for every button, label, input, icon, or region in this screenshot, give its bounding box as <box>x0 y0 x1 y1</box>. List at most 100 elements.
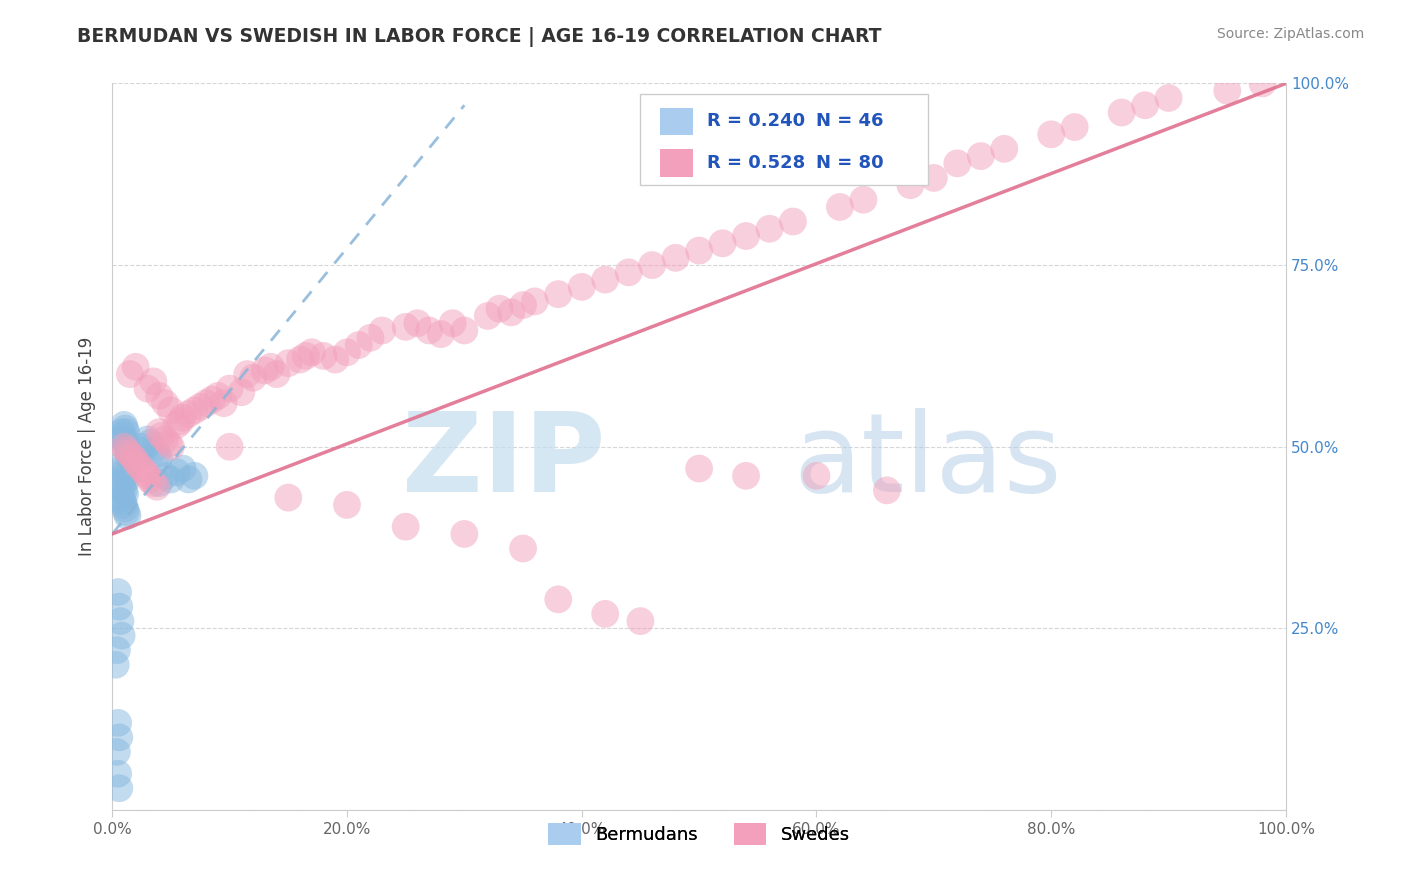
Point <box>323 352 346 367</box>
Point <box>688 461 710 475</box>
Point <box>153 433 176 447</box>
Point <box>231 385 253 400</box>
Point <box>201 392 224 407</box>
Point <box>166 417 188 432</box>
Point <box>336 498 359 512</box>
Point <box>115 440 138 454</box>
Point <box>406 316 429 330</box>
FancyBboxPatch shape <box>640 95 928 186</box>
Point <box>139 472 162 486</box>
Point <box>441 316 464 330</box>
Point <box>828 200 851 214</box>
Point <box>876 483 898 498</box>
Point <box>628 614 651 628</box>
Point <box>430 327 453 342</box>
Point <box>136 468 159 483</box>
Point <box>782 214 804 228</box>
Point <box>418 324 440 338</box>
Point <box>336 345 359 359</box>
Point <box>177 472 200 486</box>
Point <box>593 607 616 621</box>
Point <box>107 585 129 599</box>
Point <box>523 294 546 309</box>
Point <box>852 193 875 207</box>
Point <box>111 458 134 472</box>
Point <box>115 443 138 458</box>
Point <box>117 508 139 523</box>
Point <box>993 142 1015 156</box>
Point <box>477 309 499 323</box>
FancyBboxPatch shape <box>661 108 693 136</box>
Point <box>112 465 135 479</box>
Point <box>898 178 921 193</box>
Point <box>105 745 128 759</box>
Point <box>758 221 780 235</box>
Point <box>153 396 176 410</box>
Point <box>295 349 318 363</box>
Point <box>1133 98 1156 112</box>
Point <box>218 382 240 396</box>
Point <box>641 258 664 272</box>
Point <box>218 440 240 454</box>
Point <box>125 454 148 468</box>
Point <box>122 450 145 465</box>
Point <box>148 425 170 440</box>
Point <box>112 417 135 432</box>
Point <box>136 433 159 447</box>
Point <box>111 429 134 443</box>
Point <box>111 494 134 508</box>
Point <box>160 403 183 417</box>
Point <box>114 421 136 435</box>
Point <box>142 476 165 491</box>
Point <box>288 352 311 367</box>
Point <box>111 461 134 475</box>
Point <box>547 287 569 301</box>
Y-axis label: In Labor Force | Age 16-19: In Labor Force | Age 16-19 <box>79 337 96 557</box>
Point <box>117 443 139 458</box>
Point <box>169 414 191 428</box>
Point <box>108 731 131 745</box>
Text: atlas: atlas <box>793 408 1062 515</box>
Point <box>617 265 640 279</box>
Point <box>114 468 136 483</box>
Point <box>153 468 176 483</box>
Point <box>105 643 128 657</box>
Point <box>312 349 335 363</box>
Point <box>104 657 127 672</box>
Point <box>111 476 134 491</box>
Point <box>111 425 134 440</box>
Point <box>183 403 205 417</box>
Point <box>260 359 283 374</box>
Point <box>112 498 135 512</box>
Point <box>142 375 165 389</box>
Text: Source: ZipAtlas.com: Source: ZipAtlas.com <box>1216 27 1364 41</box>
Point <box>711 236 734 251</box>
Point <box>112 433 135 447</box>
Point <box>453 324 475 338</box>
Point <box>111 491 134 505</box>
Point <box>547 592 569 607</box>
Point <box>188 400 211 414</box>
Point <box>512 298 534 312</box>
Point <box>946 156 969 170</box>
Point <box>111 629 134 643</box>
Point <box>277 356 299 370</box>
Point <box>111 480 134 494</box>
Text: BERMUDAN VS SWEDISH IN LABOR FORCE | AGE 16-19 CORRELATION CHART: BERMUDAN VS SWEDISH IN LABOR FORCE | AGE… <box>77 27 882 46</box>
Point <box>131 461 153 475</box>
Point <box>132 443 155 458</box>
Point <box>688 244 710 258</box>
Point <box>1111 105 1133 120</box>
Point <box>806 468 828 483</box>
Point <box>395 319 418 334</box>
Point <box>108 781 131 796</box>
Point <box>146 447 169 461</box>
Point <box>172 461 194 475</box>
Point <box>146 480 169 494</box>
Point <box>115 472 138 486</box>
Point <box>207 389 229 403</box>
Point <box>112 483 135 498</box>
Point <box>112 440 135 454</box>
Point <box>118 450 141 465</box>
Point <box>136 382 159 396</box>
